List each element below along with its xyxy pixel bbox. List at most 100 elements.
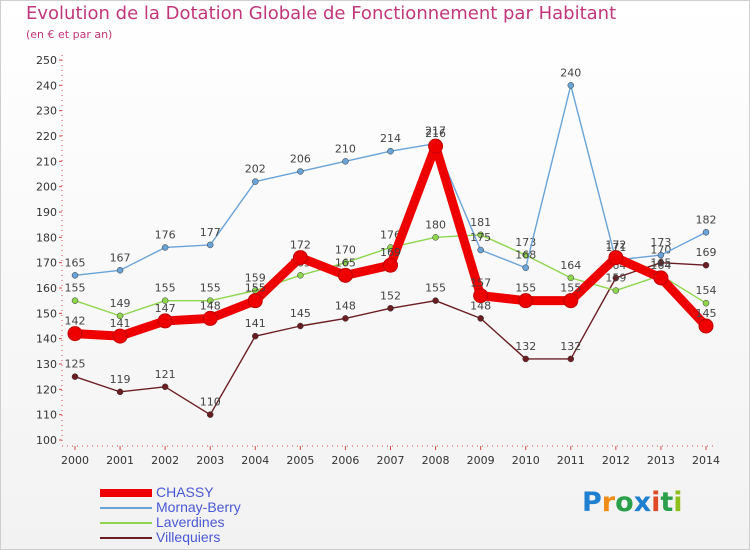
legend-item-laverdines: Laverdines	[100, 515, 241, 530]
x-tick-label: 2004	[241, 454, 269, 467]
y-tick-label: 160	[36, 282, 57, 295]
data-point-mornay-berry	[161, 244, 169, 251]
x-tick-label: 2006	[331, 454, 359, 467]
data-point-laverdines	[477, 231, 484, 239]
data-point-laverdines	[567, 274, 575, 282]
data-point-mornay-berry	[702, 229, 710, 236]
data-label-chassy: 157	[470, 277, 491, 290]
data-point-chassy	[292, 250, 308, 266]
data-label-villequiers: 110	[200, 396, 221, 409]
data-label-mornay-berry: 176	[155, 228, 176, 241]
data-label-chassy: 172	[290, 239, 311, 252]
data-point-chassy	[247, 293, 263, 309]
data-point-villequiers	[161, 383, 169, 391]
data-label-villequiers: 148	[335, 299, 356, 312]
legend-item-mornay-berry: Mornay-Berry	[100, 500, 241, 515]
data-point-villequiers	[297, 322, 304, 330]
data-label-mornay-berry: 206	[290, 152, 311, 165]
chart-legend: CHASSY Mornay-Berry Laverdines Villequiers	[100, 485, 241, 545]
data-label-villequiers: 155	[425, 282, 446, 295]
data-point-villequiers	[657, 259, 665, 266]
chart-title: Evolution de la Dotation Globale de Fonc…	[26, 3, 617, 24]
logo-letter: P	[582, 487, 602, 518]
x-tick-label: 2007	[377, 454, 405, 467]
x-tick-label: 2010	[512, 454, 540, 467]
data-point-mornay-berry	[297, 168, 304, 175]
data-label-mornay-berry: 173	[650, 236, 671, 249]
legend-label-chassy: CHASSY	[156, 484, 214, 500]
data-label-mornay-berry: 165	[65, 256, 86, 269]
x-tick-label: 2003	[196, 454, 224, 467]
data-label-laverdines: 181	[470, 216, 491, 229]
y-tick-label: 190	[36, 206, 57, 219]
proxiti-logo: Proxiti	[582, 487, 683, 518]
data-label-chassy: 155	[245, 282, 266, 295]
data-point-chassy	[698, 318, 714, 334]
data-point-laverdines	[432, 234, 439, 241]
data-label-chassy: 155	[515, 282, 536, 295]
data-label-mornay-berry: 214	[380, 132, 401, 145]
data-point-mornay-berry	[657, 251, 665, 259]
legend-swatch-villequiers	[100, 536, 152, 539]
data-label-villequiers: 119	[110, 373, 131, 386]
data-label-mornay-berry: 168	[515, 249, 536, 262]
data-point-laverdines	[161, 297, 169, 304]
data-point-chassy	[337, 267, 353, 283]
data-point-villequiers	[342, 315, 349, 322]
data-point-laverdines	[297, 272, 304, 279]
data-label-chassy: 216	[425, 127, 446, 140]
x-tick-label: 2011	[557, 454, 585, 467]
y-tick-label: 200	[36, 181, 57, 194]
x-tick-label: 2009	[467, 454, 495, 467]
data-point-mornay-berry	[206, 241, 214, 249]
data-label-villequiers: 121	[155, 368, 176, 381]
data-point-mornay-berry	[522, 264, 529, 271]
data-point-laverdines	[342, 259, 349, 266]
data-label-chassy: 169	[380, 246, 401, 259]
data-label-mornay-berry: 167	[110, 251, 131, 264]
logo-letter: i	[651, 487, 661, 518]
data-point-mornay-berry	[387, 147, 394, 155]
data-label-villequiers: 125	[65, 358, 86, 371]
data-label-mornay-berry: 182	[696, 213, 717, 226]
data-point-laverdines	[702, 299, 710, 307]
data-label-laverdines: 159	[605, 272, 626, 285]
y-tick-label: 140	[36, 333, 57, 346]
data-point-chassy	[563, 293, 579, 309]
data-label-laverdines: 155	[155, 282, 176, 295]
data-label-chassy: 145	[696, 307, 717, 320]
x-tick-label: 2005	[286, 454, 314, 467]
data-label-chassy: 147	[155, 302, 176, 315]
legend-swatch-chassy	[100, 488, 152, 497]
data-point-chassy	[518, 293, 534, 309]
data-label-chassy: 148	[200, 299, 221, 312]
data-point-chassy	[653, 270, 669, 286]
y-tick-label: 110	[36, 409, 57, 422]
data-point-laverdines	[116, 312, 124, 320]
data-point-chassy	[157, 313, 173, 329]
legend-swatch-laverdines	[100, 521, 152, 524]
data-label-chassy: 142	[65, 315, 86, 328]
y-tick-label: 210	[36, 155, 57, 168]
data-point-chassy	[67, 326, 83, 342]
data-label-mornay-berry: 177	[200, 226, 221, 239]
data-point-villequiers	[567, 355, 575, 363]
legend-label-mornay-berry: Mornay-Berry	[156, 499, 241, 515]
data-label-laverdines: 170	[335, 244, 356, 257]
data-point-mornay-berry	[342, 158, 349, 165]
y-tick-label: 220	[36, 130, 57, 143]
data-label-chassy: 141	[110, 317, 131, 330]
data-point-chassy	[473, 288, 489, 304]
logo-letter: x	[633, 487, 652, 518]
legend-swatch-mornay-berry	[100, 506, 152, 509]
data-point-mornay-berry	[116, 267, 124, 274]
data-label-chassy: 155	[560, 282, 581, 295]
data-label-laverdines: 180	[425, 218, 446, 231]
data-label-chassy: 172	[605, 239, 626, 252]
y-tick-label: 250	[36, 54, 57, 67]
data-point-villequiers	[206, 411, 214, 418]
x-tick-label: 2012	[602, 454, 630, 467]
data-label-villequiers: 148	[470, 299, 491, 312]
y-tick-label: 120	[36, 383, 57, 396]
logo-letter: r	[601, 487, 616, 518]
